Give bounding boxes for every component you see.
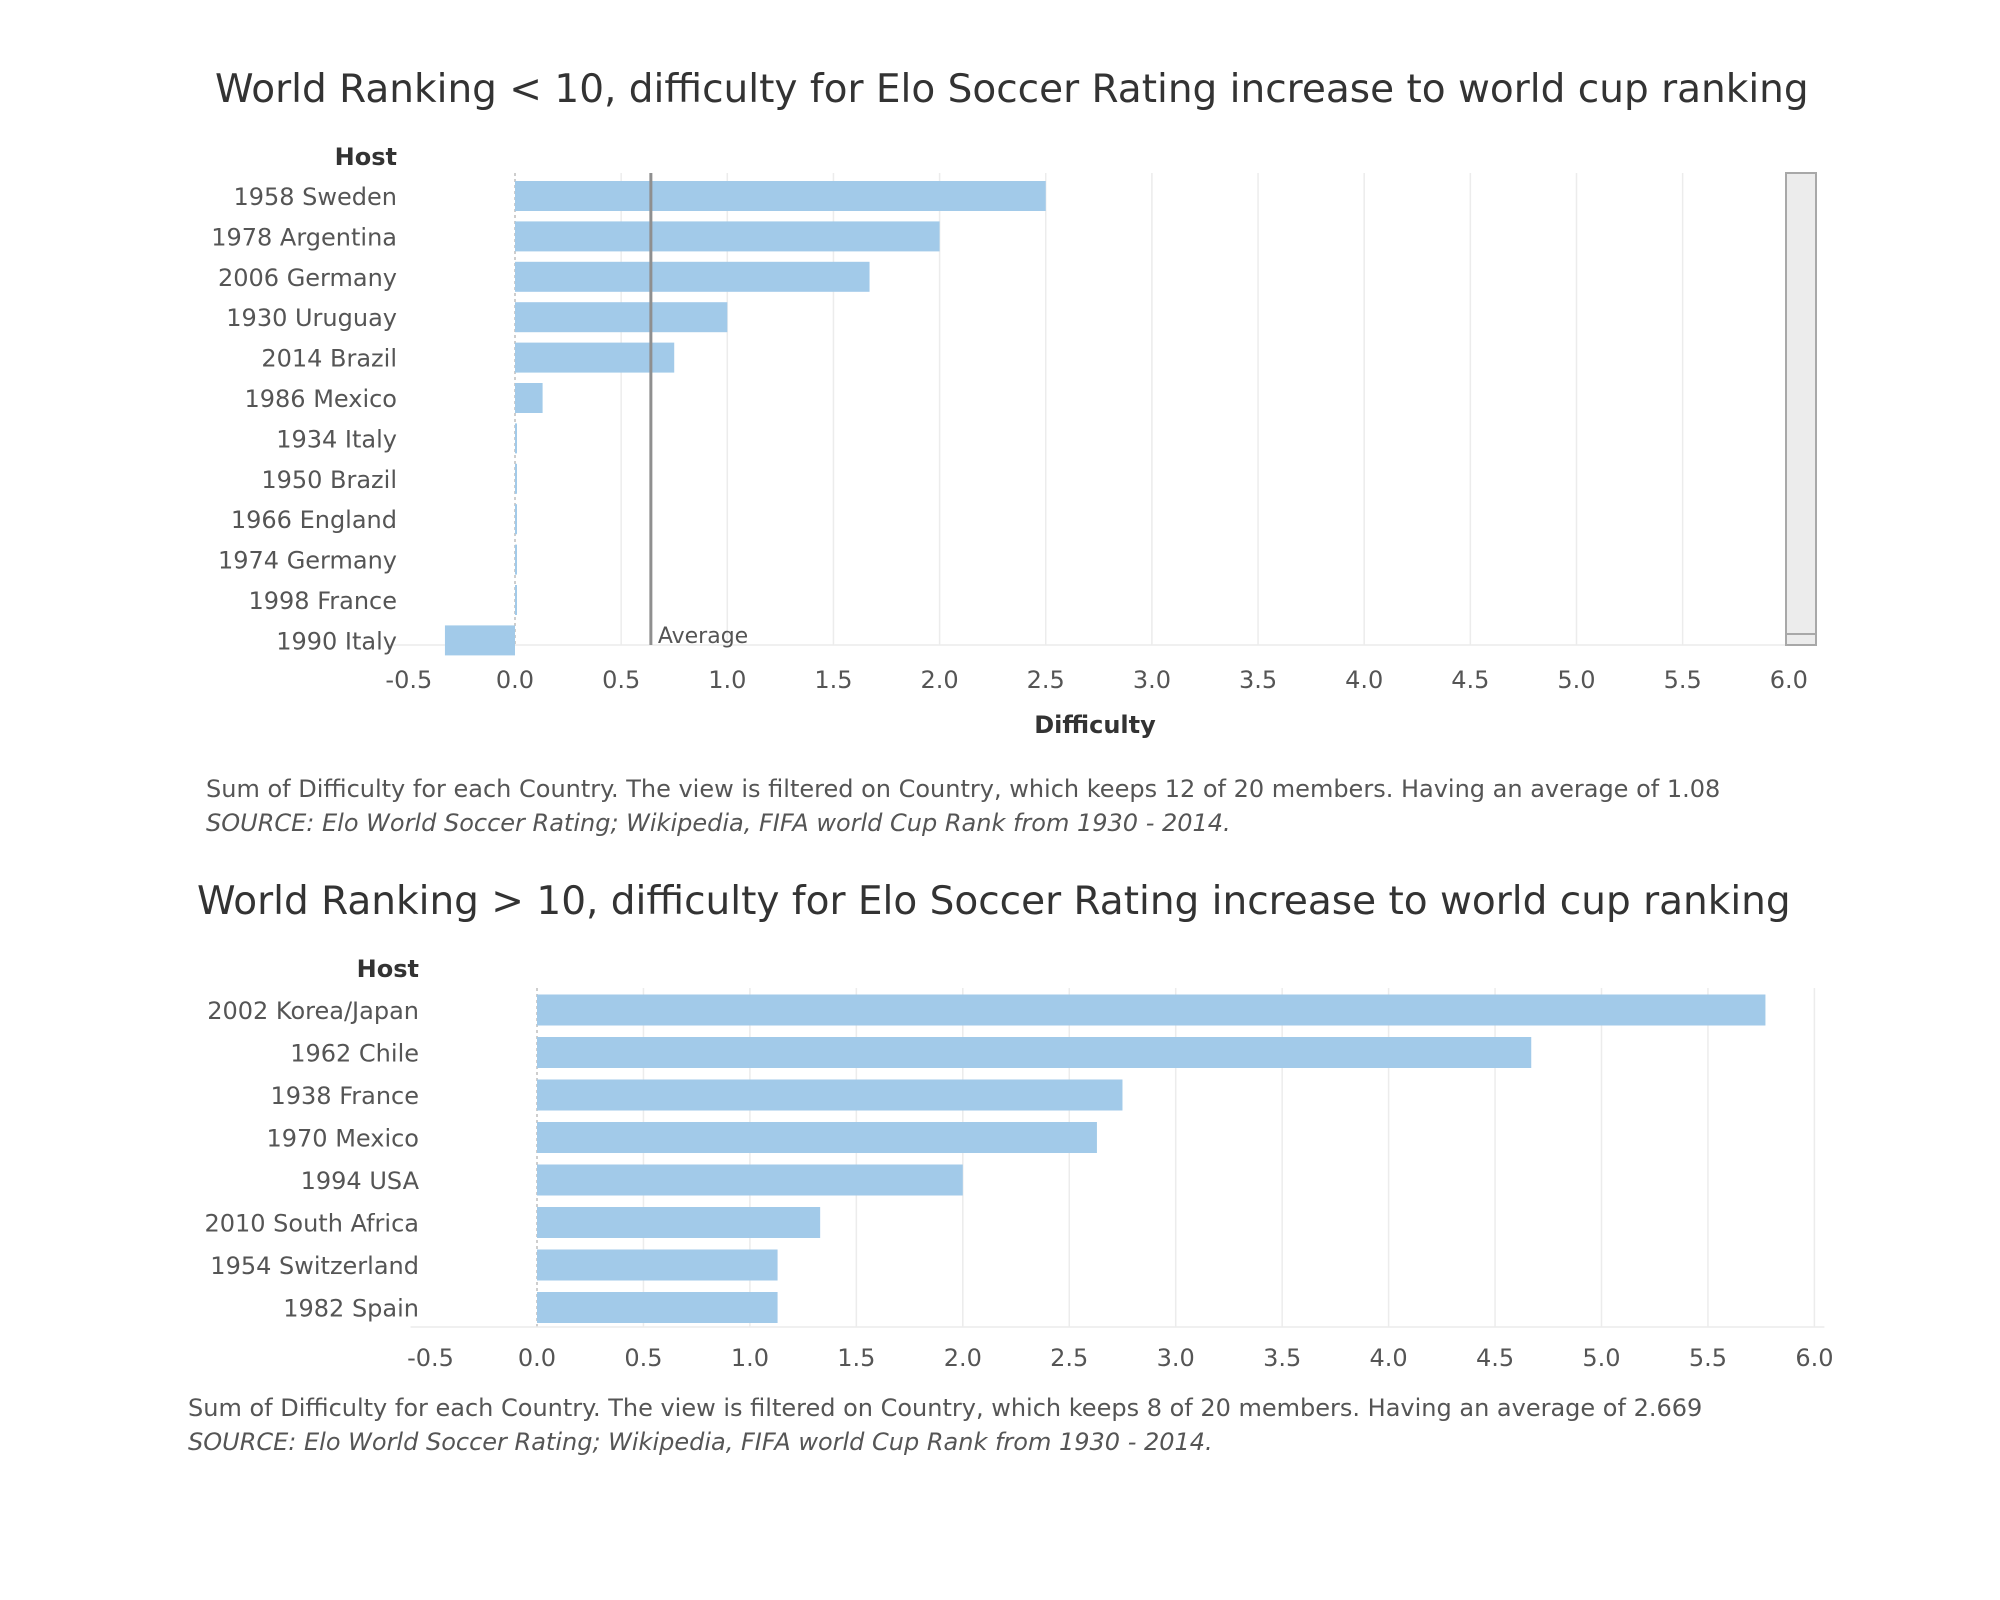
category-label: 1994 USA <box>301 1167 420 1195</box>
x-tick-label: 3.0 <box>1157 1344 1195 1372</box>
category-label: 1930 Uruguay <box>226 304 397 332</box>
x-tick-label: -0.5 <box>385 666 432 694</box>
x-tick-label: 5.5 <box>1664 666 1702 694</box>
chart-1-average-reference-line: Average <box>649 173 748 649</box>
x-tick-label: 1.0 <box>708 666 746 694</box>
x-tick-label: 3.5 <box>1239 666 1277 694</box>
bar[interactable] <box>515 181 1046 211</box>
chart-2-host-header: Host <box>357 955 419 983</box>
x-tick-label: 0.5 <box>624 1344 662 1372</box>
bar[interactable] <box>537 1164 963 1196</box>
bar[interactable] <box>537 994 1766 1026</box>
x-tick-label: 2.5 <box>1027 666 1065 694</box>
x-tick-label: 3.0 <box>1133 666 1171 694</box>
category-label: 1958 Sweden <box>233 183 397 211</box>
x-tick-label: 4.0 <box>1370 1344 1408 1372</box>
chart-1-x-tick-labels: -0.5 0.0 0.5 1.0 1.5 2.0 2.5 3.0 3.5 4.0 4.5 5.0 5.5… <box>385 666 1807 694</box>
chart-1-source: SOURCE: Elo World Soccer Rating; Wikiped… <box>206 809 1231 837</box>
category-label: 2010 South Africa <box>204 1210 419 1238</box>
bar[interactable] <box>537 1037 1532 1068</box>
x-tick-label: 4.5 <box>1451 666 1489 694</box>
category-label: 1998 France <box>248 587 397 615</box>
chart-1-caption: Sum of Difficulty for each Country. The … <box>206 775 1720 803</box>
chart-2-bars <box>537 994 1766 1323</box>
bar[interactable] <box>537 1249 778 1281</box>
x-tick-label: 1.5 <box>814 666 852 694</box>
bar[interactable] <box>444 625 515 656</box>
category-label: 2006 Germany <box>218 264 397 292</box>
x-tick-label: 5.5 <box>1689 1344 1727 1372</box>
scrollbar-track[interactable] <box>1785 172 1817 646</box>
category-label: 2014 Brazil <box>261 345 397 373</box>
category-label: 2002 Korea/Japan <box>207 997 419 1025</box>
bar[interactable] <box>515 504 517 535</box>
chart-2-category-labels: 2002 Korea/Japan 1962 Chile 1938 France 197… <box>204 997 419 1323</box>
x-tick-label: 2.5 <box>1050 1344 1088 1372</box>
x-tick-label: 1.0 <box>731 1344 769 1372</box>
bar[interactable] <box>537 1079 1123 1111</box>
category-label: 1938 France <box>270 1082 419 1110</box>
x-tick-label: 2.0 <box>944 1344 982 1372</box>
x-tick-label: 0.0 <box>518 1344 556 1372</box>
x-tick-label: 0.5 <box>602 666 640 694</box>
bar[interactable] <box>515 221 940 252</box>
category-label: 1954 Switzerland <box>210 1252 419 1280</box>
chart-1-title: World Ranking < 10, difficulty for Elo S… <box>215 67 1809 112</box>
bar[interactable] <box>515 383 543 413</box>
category-label: 1950 Brazil <box>261 466 397 494</box>
x-tick-label: 4.5 <box>1476 1344 1514 1372</box>
category-label: 1962 Chile <box>290 1040 419 1068</box>
chart-2-x-tick-labels: -0.5 0.0 0.5 1.0 1.5 2.0 2.5 3.0 3.5 4.0 4.5 5.0 5.5… <box>407 1344 1833 1372</box>
bar[interactable] <box>537 1122 1097 1153</box>
chart-1-x-axis-title: Difficulty <box>1034 711 1156 739</box>
category-label: 1990 Italy <box>276 627 397 655</box>
x-tick-label: 3.5 <box>1263 1344 1301 1372</box>
chart-1: World Ranking < 10, difficulty for Elo S… <box>206 67 1817 837</box>
x-tick-label: 2.0 <box>921 666 959 694</box>
chart-1-scrollbar[interactable] <box>1785 172 1817 646</box>
x-tick-label: 6.0 <box>1770 666 1808 694</box>
category-label: 1966 England <box>231 506 397 534</box>
chart-2-title: World Ranking > 10, difficulty for Elo S… <box>197 879 1791 924</box>
category-label: 1974 Germany <box>218 547 397 575</box>
bar[interactable] <box>515 544 517 575</box>
bar[interactable] <box>515 261 870 292</box>
bar[interactable] <box>515 463 517 494</box>
category-label: 1982 Spain <box>283 1295 419 1323</box>
bar[interactable] <box>515 423 517 454</box>
category-label: 1978 Argentina <box>211 223 397 251</box>
x-tick-label: 5.0 <box>1582 1344 1620 1372</box>
chart-2: World Ranking > 10, difficulty for Elo S… <box>188 879 1833 1456</box>
chart-1-category-labels: 1958 Sweden 1978 Argentina 2006 Germany 193… <box>211 183 397 655</box>
bar[interactable] <box>537 1292 778 1323</box>
x-tick-label: -0.5 <box>407 1344 454 1372</box>
chart-2-source: SOURCE: Elo World Soccer Rating; Wikiped… <box>188 1428 1213 1456</box>
average-label: Average <box>658 624 748 649</box>
bar[interactable] <box>515 302 728 333</box>
x-tick-label: 4.0 <box>1345 666 1383 694</box>
x-tick-label: 1.5 <box>837 1344 875 1372</box>
x-tick-label: 6.0 <box>1795 1344 1833 1372</box>
bar[interactable] <box>537 1207 821 1238</box>
bar[interactable] <box>515 342 675 373</box>
chart-2-caption: Sum of Difficulty for each Country. The … <box>188 1394 1702 1422</box>
chart-1-host-header: Host <box>335 143 397 171</box>
x-tick-label: 5.0 <box>1557 666 1595 694</box>
x-tick-label: 0.0 <box>496 666 534 694</box>
chart-1-bars <box>444 181 1046 656</box>
bar[interactable] <box>515 585 517 615</box>
category-label: 1970 Mexico <box>266 1125 419 1153</box>
category-label: 1934 Italy <box>276 425 397 453</box>
category-label: 1986 Mexico <box>244 385 397 413</box>
